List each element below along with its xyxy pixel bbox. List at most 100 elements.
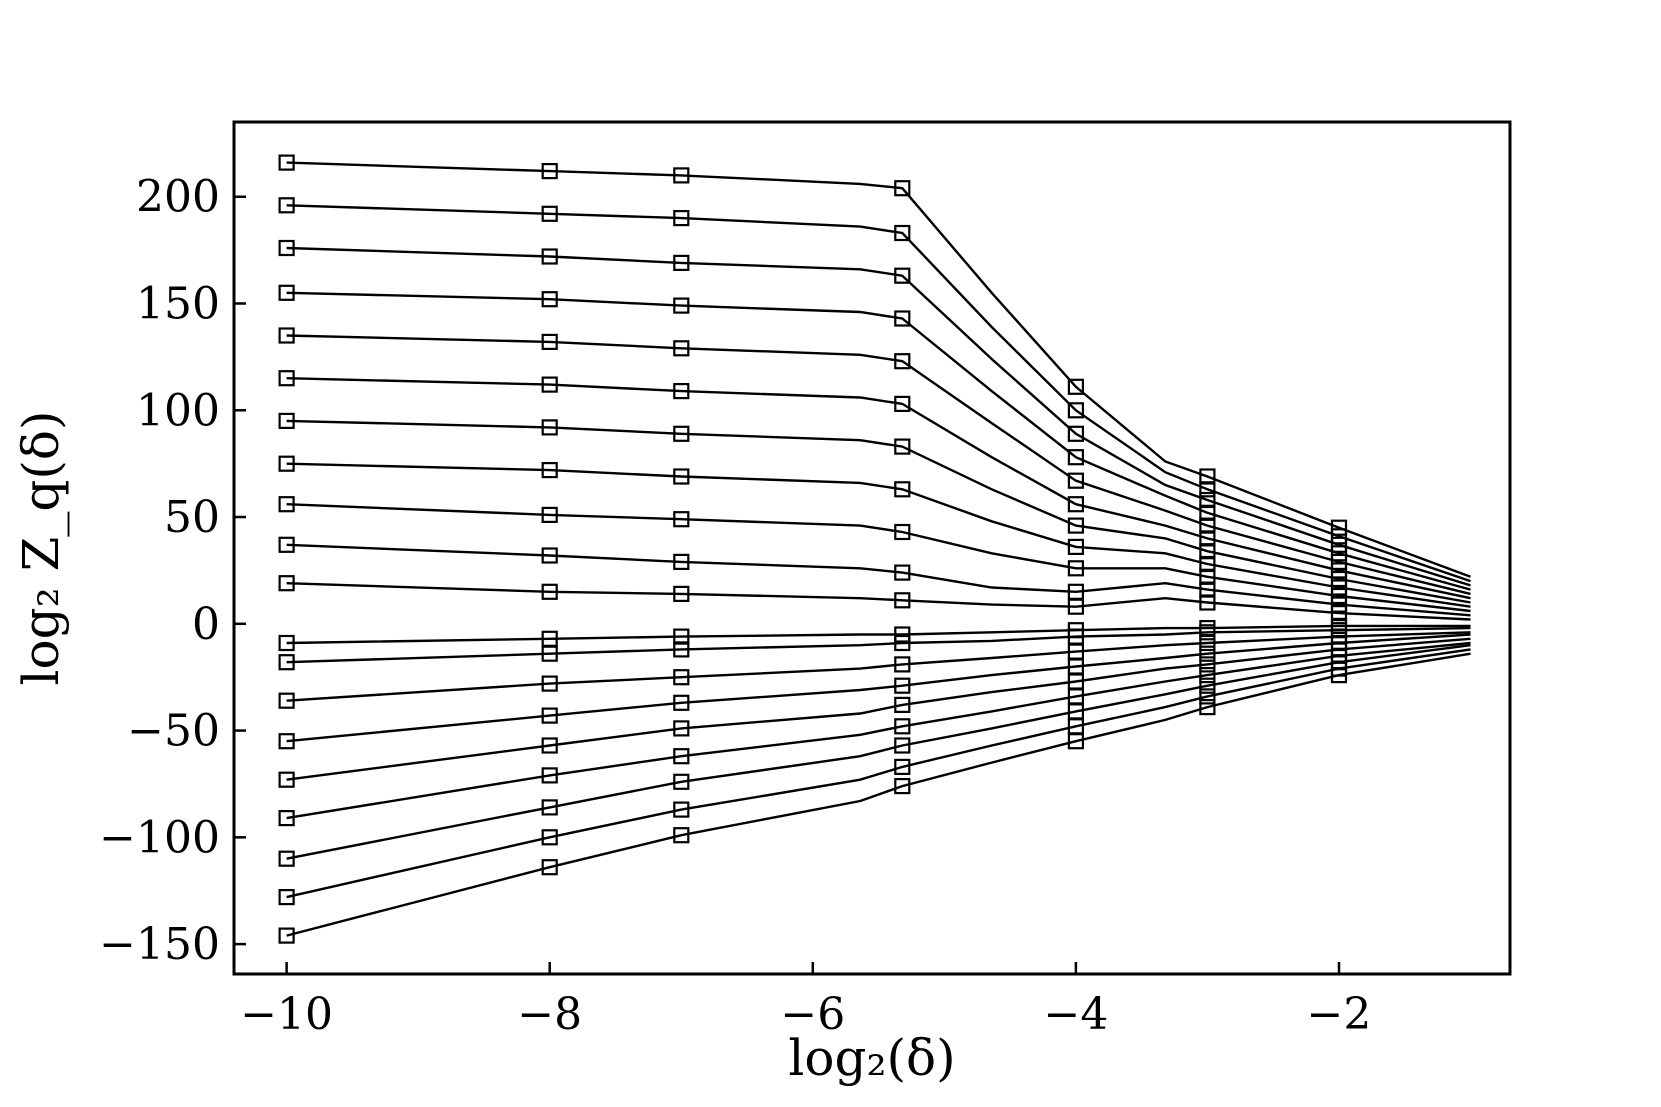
data-point-marker bbox=[673, 694, 690, 711]
data-point-marker bbox=[278, 850, 295, 867]
data-point-marker bbox=[1067, 517, 1085, 534]
data-point-marker bbox=[1330, 570, 1348, 588]
series-line-17 bbox=[286, 641, 1471, 820]
series-line-16 bbox=[286, 637, 1471, 781]
data-point-marker bbox=[673, 468, 690, 485]
data-point-marker bbox=[1199, 677, 1216, 694]
series-line-18 bbox=[286, 644, 1471, 860]
data-point-marker bbox=[894, 696, 911, 714]
data-point-marker bbox=[278, 634, 295, 652]
data-point-marker bbox=[894, 677, 911, 694]
data-point-marker bbox=[541, 333, 558, 350]
marker-group bbox=[278, 154, 1348, 944]
data-point-marker bbox=[541, 737, 558, 754]
data-point-marker bbox=[1067, 449, 1085, 466]
data-point-marker bbox=[894, 656, 911, 673]
data-point-marker bbox=[1199, 634, 1216, 652]
y-tick-label: −50 bbox=[127, 706, 220, 757]
data-point-marker bbox=[278, 370, 295, 387]
data-point-marker bbox=[673, 297, 690, 314]
data-point-marker bbox=[278, 154, 295, 171]
data-point-marker bbox=[1330, 528, 1348, 545]
series-line-1 bbox=[286, 161, 1471, 578]
series-line-6 bbox=[286, 377, 1471, 600]
series-line-19 bbox=[286, 648, 1471, 899]
data-point-marker bbox=[673, 585, 690, 603]
data-point-marker bbox=[673, 210, 690, 227]
series-line-15 bbox=[286, 633, 1471, 743]
x-tick-label: −10 bbox=[240, 989, 333, 1040]
data-point-marker bbox=[1067, 402, 1085, 419]
data-point-marker bbox=[541, 675, 558, 692]
data-point-marker bbox=[1067, 378, 1085, 395]
data-point-marker bbox=[894, 634, 911, 652]
x-tick-label: −8 bbox=[517, 989, 582, 1040]
data-point-marker bbox=[1199, 594, 1216, 611]
data-point-marker bbox=[541, 829, 558, 846]
y-axis-label: log₂ Z_q(δ) bbox=[12, 411, 70, 686]
data-point-marker bbox=[1330, 596, 1348, 613]
data-point-marker bbox=[1067, 425, 1085, 442]
data-point-marker bbox=[1199, 504, 1216, 521]
x-tick-label: −2 bbox=[1307, 989, 1372, 1040]
data-point-marker bbox=[894, 395, 911, 412]
data-point-marker bbox=[541, 462, 558, 479]
data-point-marker bbox=[1199, 624, 1216, 641]
data-point-marker bbox=[894, 481, 911, 498]
series-line-3 bbox=[286, 246, 1471, 587]
data-point-marker bbox=[278, 771, 295, 788]
data-point-marker bbox=[278, 327, 295, 344]
y-tick-label: −150 bbox=[99, 919, 220, 970]
data-point-marker bbox=[278, 197, 295, 214]
data-point-marker bbox=[278, 575, 295, 592]
data-point-marker bbox=[1199, 491, 1216, 509]
data-point-marker bbox=[894, 310, 911, 327]
data-point-marker bbox=[1330, 545, 1348, 562]
data-point-marker bbox=[278, 536, 295, 553]
data-point-marker bbox=[1199, 481, 1216, 498]
series-line-5 bbox=[286, 334, 1471, 596]
data-point-marker bbox=[673, 773, 690, 790]
data-point-marker bbox=[1330, 579, 1348, 596]
data-point-marker bbox=[541, 205, 558, 222]
series-line-4 bbox=[286, 291, 1471, 591]
x-tick-label: −4 bbox=[1043, 989, 1108, 1040]
data-point-marker bbox=[894, 626, 911, 643]
data-point-marker bbox=[894, 267, 911, 284]
data-point-marker bbox=[894, 224, 911, 242]
data-point-marker bbox=[1199, 530, 1216, 547]
data-point-marker bbox=[1199, 517, 1216, 534]
data-point-marker bbox=[278, 888, 295, 906]
data-point-marker bbox=[541, 291, 558, 308]
data-point-marker bbox=[1067, 472, 1085, 489]
data-point-marker bbox=[673, 383, 690, 400]
data-point-marker bbox=[278, 239, 295, 257]
data-point-marker bbox=[541, 163, 558, 180]
data-point-marker bbox=[673, 425, 690, 442]
data-point-marker bbox=[894, 564, 911, 581]
data-point-marker bbox=[541, 248, 558, 265]
series-line-12 bbox=[286, 624, 1471, 645]
data-point-marker bbox=[1067, 598, 1085, 615]
data-point-marker bbox=[673, 511, 690, 528]
data-point-marker bbox=[1199, 656, 1216, 673]
data-point-marker bbox=[541, 645, 558, 662]
data-point-marker bbox=[673, 340, 690, 357]
y-tick-label: −100 bbox=[99, 812, 220, 863]
data-point-marker bbox=[1330, 666, 1348, 684]
x-axis-label: log₂(δ) bbox=[788, 1029, 955, 1087]
data-point-marker bbox=[894, 180, 911, 197]
data-point-marker bbox=[1067, 560, 1085, 577]
data-point-marker bbox=[541, 376, 558, 393]
data-point-marker bbox=[1199, 555, 1216, 573]
data-point-marker bbox=[1199, 568, 1216, 585]
series-line-9 bbox=[286, 503, 1471, 613]
data-point-marker bbox=[1067, 733, 1085, 750]
series-line-7 bbox=[286, 419, 1471, 604]
plot-area-frame bbox=[232, 120, 1512, 976]
data-point-marker bbox=[541, 799, 558, 816]
series-line-10 bbox=[286, 543, 1471, 617]
y-tick-label: 50 bbox=[164, 492, 220, 543]
series-line-13 bbox=[286, 626, 1471, 664]
